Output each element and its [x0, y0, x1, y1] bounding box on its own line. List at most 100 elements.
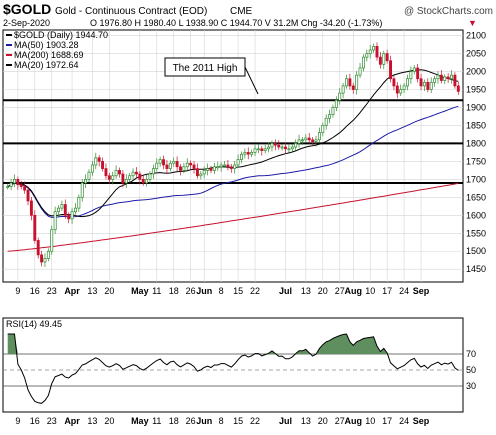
candle-body-116	[399, 89, 403, 94]
candle-body-94	[324, 117, 328, 126]
candle-body-104	[358, 67, 362, 76]
candle-body-128	[439, 74, 443, 81]
ohlc-readout: O 1976.80 H 1980.40 L 1938.90 C 1944.70 …	[90, 18, 382, 28]
candle-body-86	[297, 139, 301, 144]
rsi-x-tick-26: 26	[186, 416, 196, 426]
candle-body-93	[321, 125, 325, 133]
candle-body-16	[60, 204, 64, 209]
rsi-tick-70: 70	[466, 349, 476, 359]
candle-body-80	[277, 144, 281, 148]
candle-body-9	[36, 240, 40, 256]
candle-body-122	[419, 78, 423, 87]
rsi-x-tick-15: 15	[233, 416, 243, 426]
candle-body-59	[206, 168, 210, 171]
y-tick-1550: 1550	[466, 228, 486, 238]
candle-body-103	[355, 74, 359, 90]
candle-body-2	[13, 179, 16, 184]
candle-body-120	[412, 67, 416, 72]
candle-body-70	[243, 152, 247, 155]
candle-body-11	[43, 258, 47, 263]
candle-body-12	[46, 250, 50, 259]
moving-averages	[7, 69, 459, 252]
candle-body-79	[273, 143, 277, 146]
candle-body-115	[395, 85, 399, 94]
candle-body-34	[121, 173, 125, 184]
rsi-x-tick-23: 23	[47, 416, 57, 426]
chart-symbol: $GOLD	[3, 1, 51, 17]
candle-body-121	[416, 67, 420, 80]
x-tick-23: 23	[47, 286, 57, 296]
price-x-axis: 9 16 23 Apr 13 20 May 11 18 26 Jun 8 15 22 Jul 13 20 27 Au…	[15, 286, 429, 296]
candle-body-51	[179, 166, 182, 171]
candle-body-17	[63, 204, 67, 216]
rsi-x-tick-24: 24	[399, 416, 409, 426]
x-tick-9: 9	[15, 286, 20, 296]
candle-body-127	[436, 74, 440, 80]
candle-body-52	[182, 166, 186, 171]
legend-label-0: $GOLD (Daily) 1944.70	[14, 30, 108, 40]
candle-body-112	[385, 53, 389, 62]
x-tick-13: 13	[87, 286, 97, 296]
candle-body-26	[94, 157, 98, 166]
candle-body-19	[70, 211, 74, 220]
candle-body-27	[97, 157, 101, 162]
candle-body-48	[168, 162, 172, 169]
candle-body-50	[175, 161, 179, 168]
change-arrow-icon: ▼	[468, 18, 477, 28]
candle-body-38	[134, 171, 138, 175]
rsi-x-tick-apr: Apr	[64, 416, 80, 426]
candle-body-96	[331, 107, 335, 116]
y-tick-1650: 1650	[466, 192, 486, 202]
x-tick-26: 26	[186, 286, 196, 296]
x-tick-may: May	[131, 286, 149, 296]
legend-label-2: MA(200) 1688.69	[14, 50, 84, 60]
candle-body-117	[402, 85, 406, 90]
candle-body-29	[104, 168, 108, 177]
x-tick-11: 11	[152, 286, 161, 296]
price-y-axis: 1450 1500 1550 1600 1650 1700 1750 1800 1850 1900…	[466, 31, 486, 275]
rsi-label: RSI(14) 49.45	[6, 319, 62, 329]
rsi-x-tick-27: 27	[335, 416, 345, 426]
x-tick-jun: Jun	[196, 286, 212, 296]
candle-body-40	[141, 179, 145, 184]
candle-body-33	[118, 170, 121, 175]
ma20-line	[7, 69, 459, 218]
rsi-x-tick-may: May	[131, 416, 149, 426]
candle-body-30	[107, 175, 111, 180]
candle-body-99	[341, 85, 345, 94]
candle-body-100	[345, 78, 348, 87]
candle-body-87	[301, 139, 304, 142]
candle-body-32	[114, 170, 118, 177]
candle-body-47	[165, 164, 169, 169]
candle-body-118	[406, 78, 409, 87]
support-lines	[3, 99, 463, 184]
x-tick-16: 16	[30, 286, 40, 296]
candle-body-24	[87, 171, 91, 180]
rsi-x-tick-jun: Jun	[196, 416, 212, 426]
candle-body-31	[111, 175, 115, 180]
candle-body-22	[80, 182, 84, 198]
candle-body-101	[348, 78, 352, 87]
x-tick-aug: Aug	[345, 286, 363, 296]
legend-label-3: MA(20) 1972.64	[14, 60, 79, 70]
candle-body-89	[307, 137, 311, 141]
candle-body-43	[151, 168, 155, 175]
rsi-x-tick-13: 13	[87, 416, 97, 426]
candle-body-49	[172, 161, 176, 164]
y-tick-2000: 2000	[466, 67, 486, 77]
candle-body-10	[40, 254, 44, 263]
candle-body-39	[138, 173, 142, 180]
candle-body-107	[368, 49, 372, 54]
y-tick-1800: 1800	[466, 138, 486, 148]
chart-date: 2-Sep-2020	[3, 18, 50, 28]
candle-body-72	[250, 152, 254, 155]
candle-body-88	[304, 137, 308, 141]
candle-body-84	[290, 146, 294, 150]
rsi-tick-30: 30	[466, 381, 476, 391]
rsi-tick-50: 50	[466, 365, 476, 375]
rsi-x-tick-20: 20	[104, 416, 114, 426]
rsi-x-tick-22: 22	[250, 416, 260, 426]
x-tick-jul: Jul	[279, 286, 292, 296]
